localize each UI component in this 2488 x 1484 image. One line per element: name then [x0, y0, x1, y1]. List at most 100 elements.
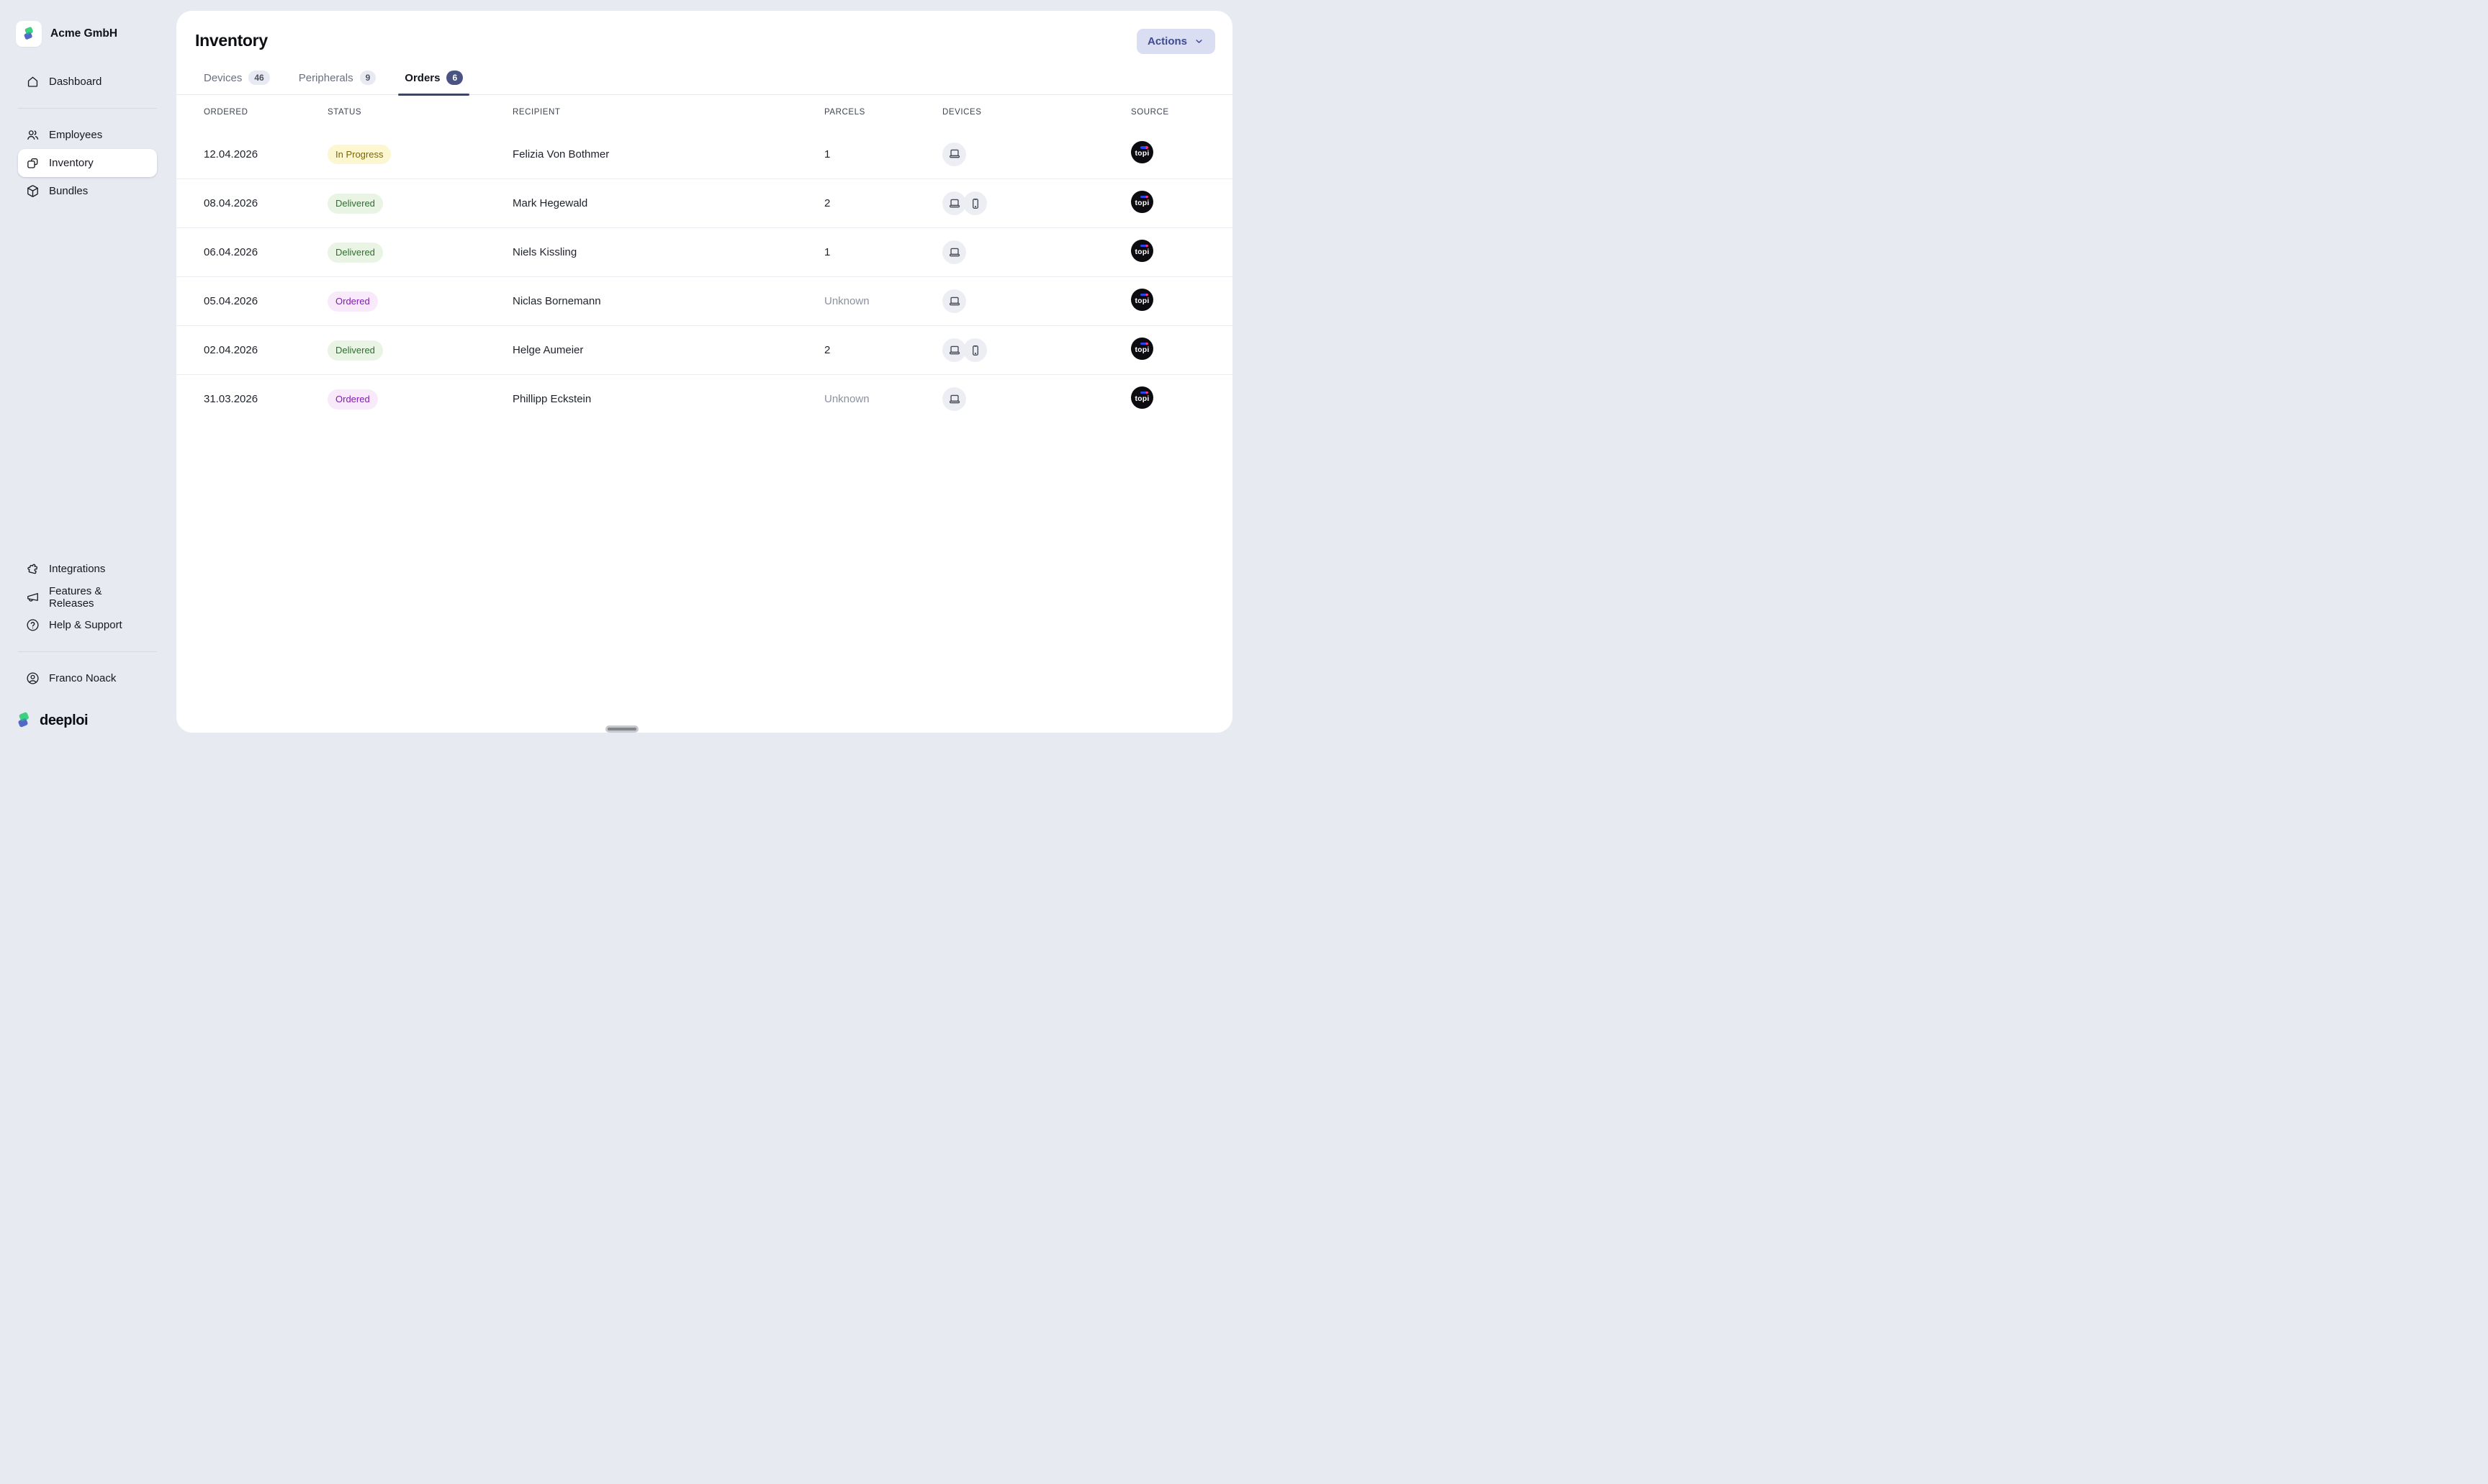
table-row[interactable]: 08.04.2026 Delivered Mark Hegewald 2 top…: [176, 178, 1232, 227]
devices-cell: [942, 240, 1131, 265]
phone-chip[interactable]: [963, 191, 987, 216]
recipient-name: Niclas Bornemann: [513, 295, 601, 308]
sidebar-item-features-releases[interactable]: Features & Releases: [18, 583, 157, 611]
source-topi-badge: topi: [1131, 190, 1153, 213]
sidebar-item-integrations[interactable]: Integrations: [18, 555, 157, 583]
topi-logo-bar: [1140, 293, 1148, 297]
sidebar: Acme GmbH Dashboard Employees: [0, 0, 176, 742]
sidebar-item-label: Inventory: [49, 157, 94, 169]
laptop-chip[interactable]: [942, 387, 966, 412]
sidebar-item-bundles[interactable]: Bundles: [18, 177, 157, 205]
laptop-chip[interactable]: [942, 289, 966, 314]
phone-icon: [969, 344, 982, 357]
laptop-chip[interactable]: [942, 191, 966, 216]
column-header-parcels: PARCELS: [824, 108, 865, 117]
card-header: Inventory Actions: [176, 11, 1232, 54]
parcels-count: Unknown: [824, 295, 870, 308]
phone-chip[interactable]: [963, 338, 987, 363]
orders-table-header: ORDERED STATUS RECIPIENT PARCELS DEVICES…: [176, 95, 1232, 130]
source-cell: topi: [1131, 288, 1215, 315]
ordered-date: 12.04.2026: [204, 148, 258, 160]
column-header-devices: DEVICES: [942, 108, 982, 117]
topi-logo-bar: [1140, 146, 1148, 149]
sidebar-spacer: [0, 205, 176, 555]
recipient-name: Helge Aumeier: [513, 344, 584, 357]
org-name: Acme GmbH: [50, 27, 118, 40]
sidebar-divider: [18, 651, 157, 652]
status-badge: In Progress: [328, 144, 392, 165]
source-cell: topi: [1131, 386, 1215, 412]
status-cell: Ordered: [328, 389, 513, 410]
devices-cell: [942, 191, 1131, 216]
nav-main: Employees Inventory Bundles: [0, 121, 176, 205]
table-row[interactable]: 05.04.2026 Ordered Niclas Bornemann Unkn…: [176, 276, 1232, 325]
sidebar-item-label: Features & Releases: [49, 584, 102, 610]
laptop-chip[interactable]: [942, 338, 966, 363]
sidebar-item-label: Help & Support: [49, 619, 122, 631]
source-topi-text: topi: [1135, 394, 1150, 403]
sidebar-item-label: Employees: [49, 129, 103, 141]
tab-orders[interactable]: Orders 6: [398, 68, 470, 96]
topi-logo-bar: [1140, 391, 1148, 394]
ordered-date: 08.04.2026: [204, 197, 258, 210]
recipient-name: Mark Hegewald: [513, 197, 588, 210]
sidebar-item-user-account[interactable]: Franco Noack: [18, 664, 157, 692]
deeploi-wordmark: deeploi: [40, 712, 89, 728]
sidebar-item-inventory[interactable]: Inventory: [18, 149, 157, 177]
table-row[interactable]: 31.03.2026 Ordered Phillipp Eckstein Unk…: [176, 374, 1232, 423]
status-cell: Delivered: [328, 340, 513, 361]
column-header-source: SOURCE: [1131, 108, 1169, 117]
topi-logo-bar: [1140, 244, 1148, 248]
table-row[interactable]: 02.04.2026 Delivered Helge Aumeier 2 top…: [176, 325, 1232, 374]
status-badge: Delivered: [328, 194, 383, 214]
source-topi-text: topi: [1135, 247, 1150, 256]
user-circle-icon: [26, 671, 40, 685]
actions-button[interactable]: Actions: [1136, 29, 1215, 54]
recipient-name: Phillipp Eckstein: [513, 393, 592, 406]
laptop-icon: [948, 246, 961, 259]
table-row[interactable]: 06.04.2026 Delivered Niels Kissling 1 to…: [176, 227, 1232, 276]
actions-button-label: Actions: [1147, 35, 1187, 47]
devices-cell: [942, 142, 1131, 166]
devices-cell: [942, 289, 1131, 314]
parcels-count: 2: [824, 197, 831, 210]
source-topi-text: topi: [1135, 198, 1150, 207]
users-icon: [26, 128, 40, 142]
source-topi-badge: topi: [1131, 288, 1153, 311]
laptop-icon: [948, 393, 961, 406]
ordered-date: 06.04.2026: [204, 246, 258, 259]
column-header-ordered: ORDERED: [204, 108, 248, 117]
laptop-chip[interactable]: [942, 240, 966, 265]
source-cell: topi: [1131, 239, 1215, 266]
help-circle-icon: [26, 618, 40, 632]
parcels-count: Unknown: [824, 393, 870, 406]
nav-bottom: Integrations Features & Releases Help & …: [0, 555, 176, 639]
inventory-tabs: Devices 46 Peripherals 9 Orders 6: [176, 68, 1232, 96]
status-badge: Ordered: [328, 389, 378, 410]
sidebar-item-help-support[interactable]: Help & Support: [18, 611, 157, 639]
parcels-count: 2: [824, 344, 831, 357]
column-header-status: STATUS: [328, 108, 362, 117]
source-topi-badge: topi: [1131, 337, 1153, 360]
status-badge: Ordered: [328, 291, 378, 312]
deeploi-logo-icon: [14, 711, 33, 730]
tab-devices[interactable]: Devices 46: [202, 68, 271, 94]
source-cell: topi: [1131, 141, 1215, 167]
ordered-date: 31.03.2026: [204, 393, 258, 406]
status-cell: In Progress: [328, 144, 513, 165]
laptop-chip[interactable]: [942, 142, 966, 166]
org-switcher[interactable]: Acme GmbH: [16, 21, 162, 47]
laptop-icon: [948, 344, 961, 357]
devices-cell: [942, 338, 1131, 363]
drag-handle[interactable]: [605, 725, 639, 733]
chevron-down-icon: [1196, 40, 1202, 43]
sidebar-item-dashboard[interactable]: Dashboard: [18, 68, 157, 96]
source-topi-badge: topi: [1131, 386, 1153, 409]
status-cell: Delivered: [328, 243, 513, 263]
sidebar-item-employees[interactable]: Employees: [18, 121, 157, 149]
table-row[interactable]: 12.04.2026 In Progress Felizia Von Bothm…: [176, 130, 1232, 178]
nav-top: Dashboard: [0, 68, 176, 96]
sidebar-item-label: Integrations: [49, 563, 106, 575]
source-topi-badge: topi: [1131, 239, 1153, 262]
tab-peripherals[interactable]: Peripherals 9: [297, 68, 378, 94]
